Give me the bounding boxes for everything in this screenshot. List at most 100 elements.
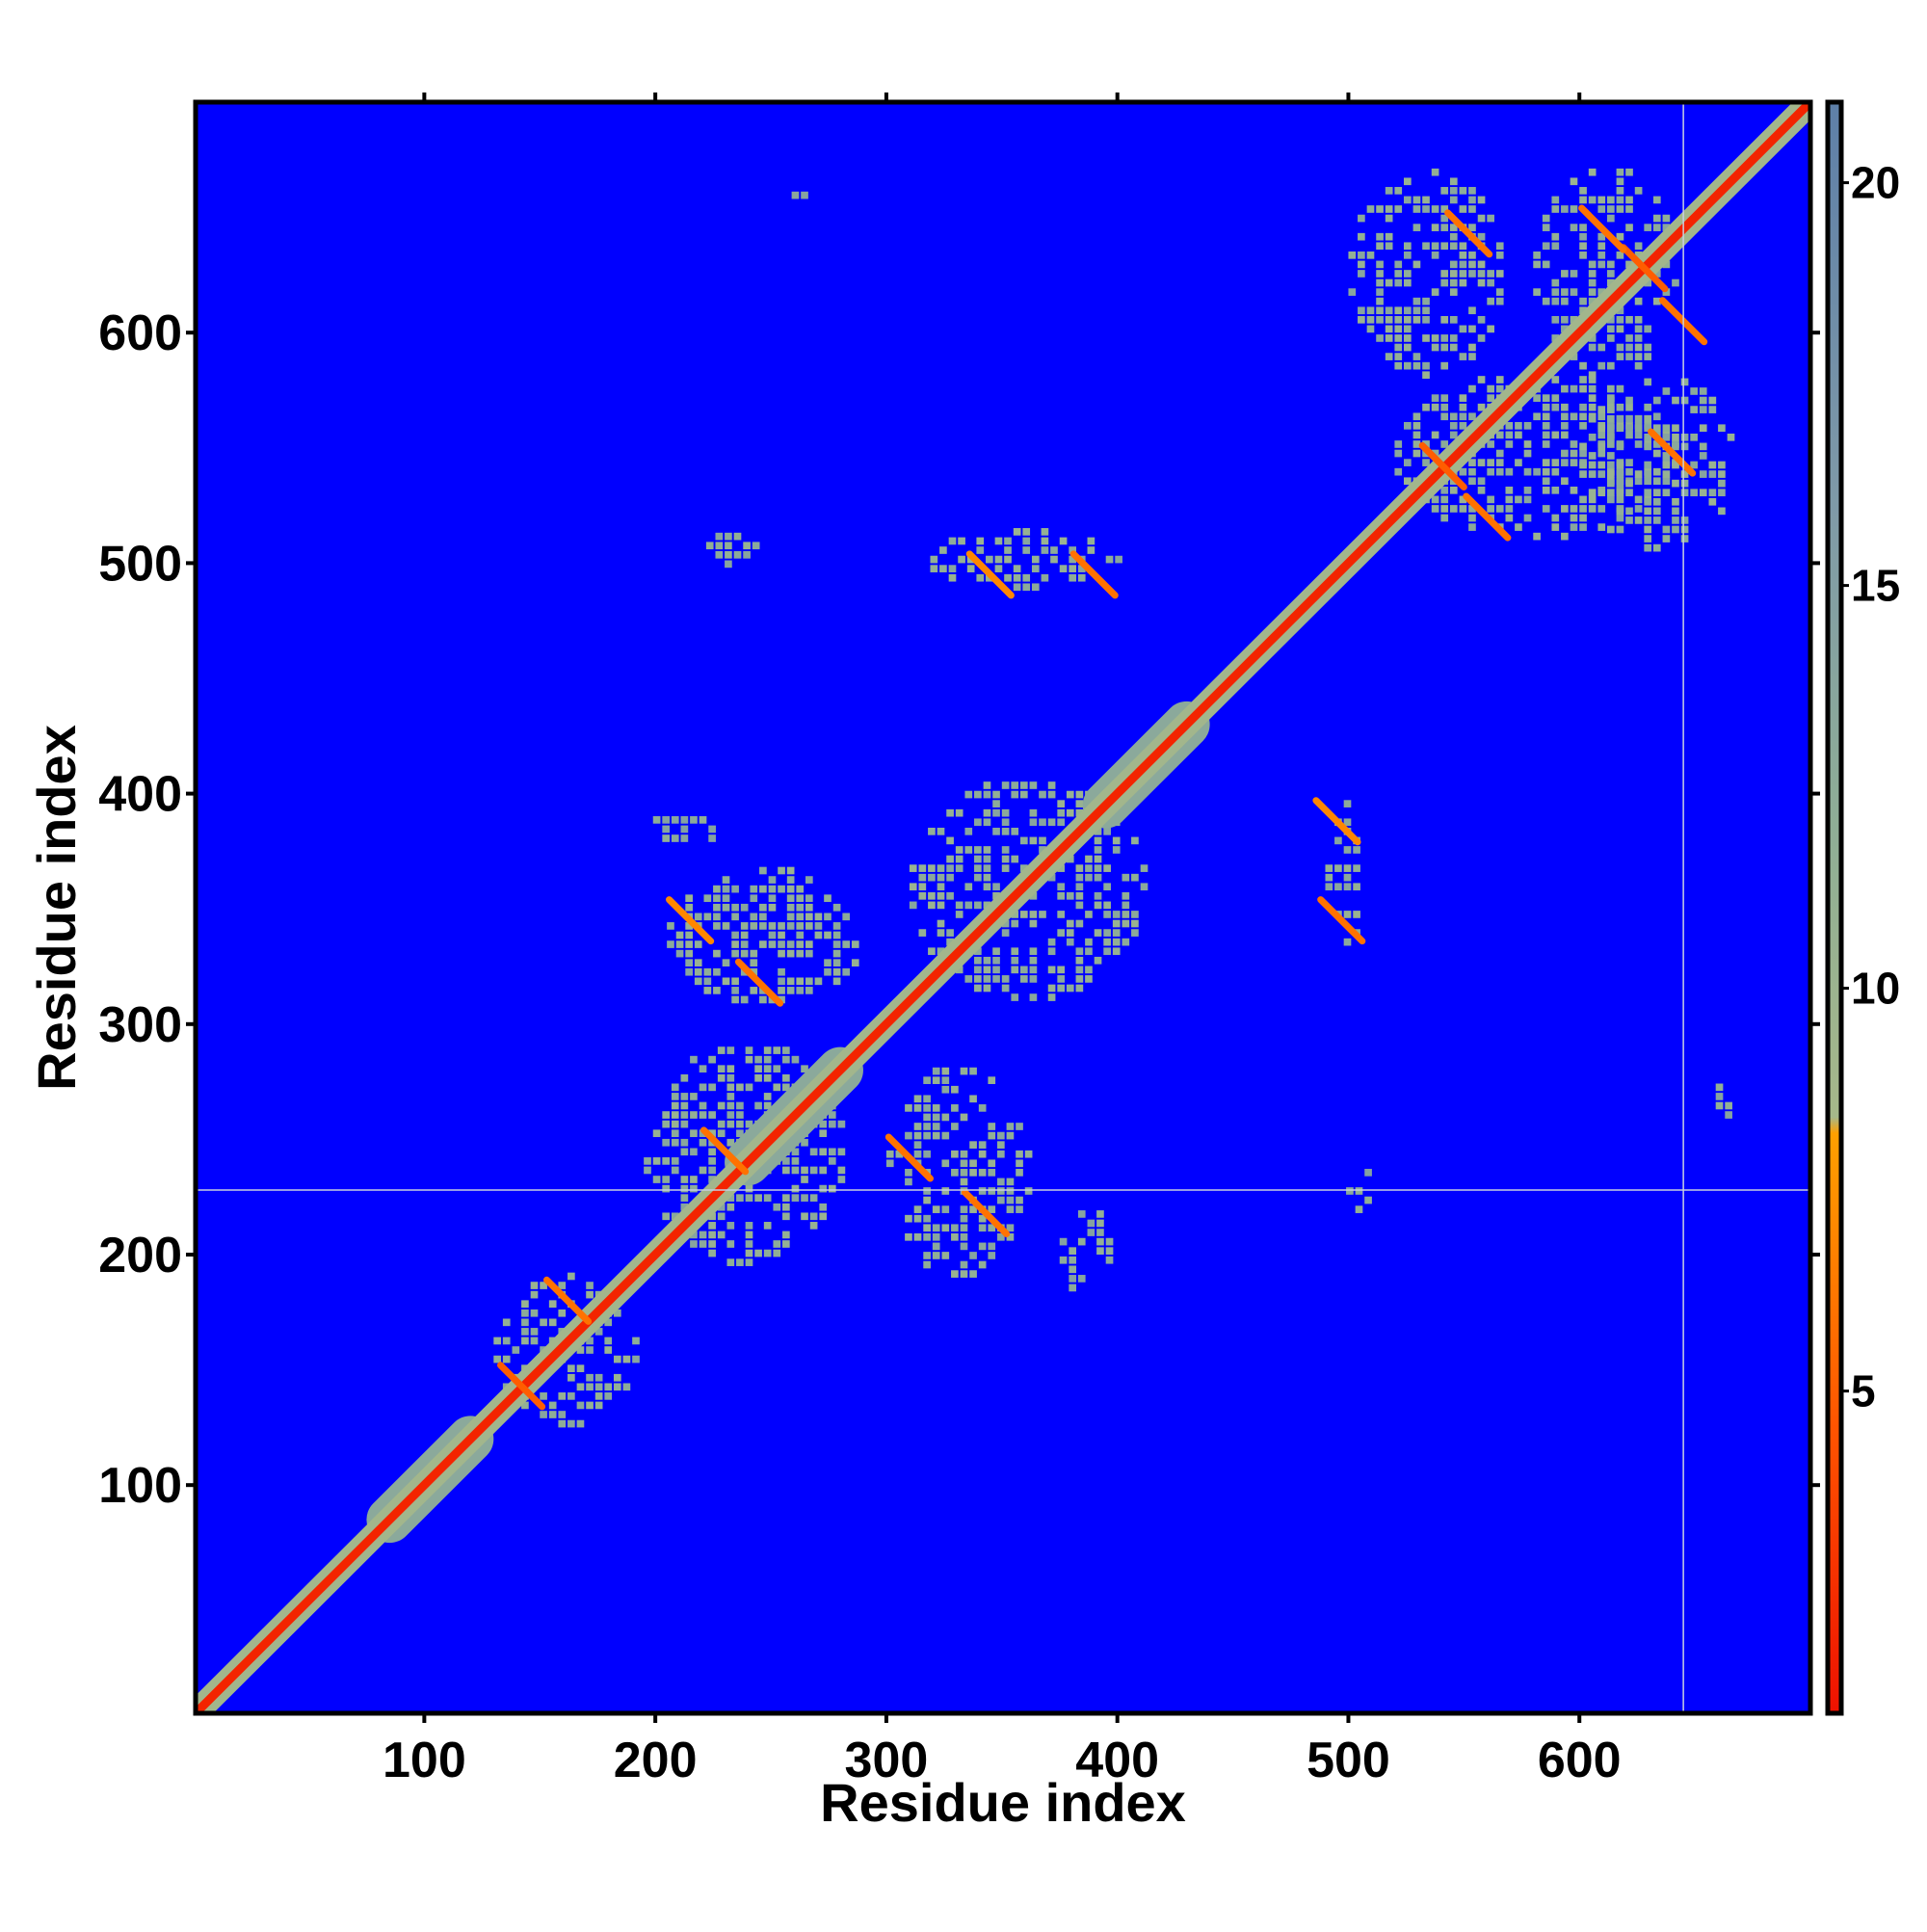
- contact-cell: [708, 1111, 716, 1119]
- contact-cell: [586, 1290, 594, 1299]
- contact-cell: [932, 1224, 940, 1232]
- contact-cell: [1487, 495, 1494, 504]
- contact-cell: [1570, 459, 1578, 466]
- contact-cell: [1022, 573, 1031, 582]
- contact-cell: [1699, 452, 1707, 460]
- contact-cell: [1449, 232, 1458, 241]
- contact-cell: [1047, 984, 1056, 992]
- contact-cell: [1477, 232, 1486, 241]
- contact-cell: [1041, 528, 1049, 536]
- contact-cell: [958, 555, 965, 564]
- x-tick-label: 300: [845, 1733, 929, 1788]
- contact-cell: [1542, 242, 1550, 251]
- contact-cell: [923, 1131, 931, 1140]
- contact-cell: [1662, 224, 1671, 231]
- contact-cell: [1431, 343, 1439, 352]
- contact-cell: [1004, 537, 1012, 545]
- contact-cell: [974, 947, 982, 956]
- contact-cell: [731, 977, 739, 986]
- contact-cell: [1570, 384, 1578, 393]
- contact-cell: [502, 1318, 511, 1327]
- contact-cell: [708, 1176, 716, 1183]
- contact-cell: [1431, 431, 1439, 439]
- contact-cell: [1561, 384, 1569, 393]
- contact-cell: [1644, 461, 1652, 469]
- contact-cell: [1404, 422, 1412, 430]
- contact-cell: [814, 977, 823, 986]
- contact-cell: [1105, 555, 1114, 564]
- contact-cell: [680, 1194, 689, 1202]
- contact-cell: [1551, 514, 1560, 522]
- contact-cell: [937, 873, 945, 882]
- contact-cell: [1597, 505, 1606, 513]
- contact-cell: [913, 1150, 922, 1158]
- contact-cell: [1477, 214, 1486, 223]
- contact-cell: [1131, 836, 1139, 845]
- contact-cell: [1075, 800, 1084, 807]
- contact-cell: [928, 827, 936, 835]
- contact-cell: [1085, 864, 1093, 872]
- contact-cell: [1468, 384, 1476, 393]
- contact-cell: [1579, 306, 1587, 315]
- contact-cell: [946, 855, 954, 863]
- heatmap-cells: [196, 102, 1810, 1713]
- contact-cell: [1459, 353, 1467, 360]
- contact-cell: [1004, 555, 1012, 564]
- contact-cell: [832, 959, 841, 967]
- contact-cell: [1718, 424, 1726, 433]
- contact-cell: [1394, 270, 1403, 278]
- contact-cell: [1085, 911, 1093, 918]
- contact-cell: [1325, 883, 1333, 891]
- contact-cell: [1103, 883, 1111, 891]
- contact-cell: [1006, 1131, 1015, 1140]
- contact-cell: [1588, 495, 1597, 504]
- contact-cell: [1011, 911, 1019, 918]
- contact-cell: [796, 931, 805, 940]
- contact-cell: [754, 1194, 762, 1202]
- contact-cell: [1625, 431, 1633, 439]
- contact-cell: [576, 1383, 585, 1391]
- contact-cell: [731, 903, 739, 912]
- contact-cell: [801, 1212, 808, 1221]
- contact-cell: [576, 1401, 585, 1410]
- contact-cell: [951, 1123, 959, 1130]
- contact-cell: [1515, 422, 1522, 430]
- contact-cell: [1385, 205, 1393, 213]
- contact-cell: [675, 940, 684, 948]
- contact-cell: [1404, 242, 1412, 251]
- contact-cell: [1001, 781, 1010, 789]
- contact-cell: [1394, 325, 1403, 333]
- contact-cell: [974, 873, 982, 882]
- contact-cell: [1029, 919, 1038, 928]
- contact-cell: [1477, 260, 1486, 269]
- contact-cell: [1662, 387, 1671, 395]
- contact-hotspot: [666, 896, 715, 945]
- contact-cell: [1542, 260, 1550, 269]
- contact-cell: [983, 966, 991, 974]
- contact-cell: [1085, 938, 1093, 946]
- contact-cell: [1077, 1210, 1086, 1218]
- contact-cell: [782, 1046, 790, 1054]
- contact-cell: [974, 956, 982, 965]
- contact-cell: [1597, 205, 1606, 213]
- contact-cell: [960, 1242, 968, 1251]
- contact-cell: [1634, 440, 1643, 448]
- contact-cell: [1087, 537, 1095, 545]
- contact-cell: [1634, 424, 1643, 433]
- contact-cell: [1077, 1275, 1086, 1283]
- contact-cell: [1422, 361, 1430, 370]
- contact-cell: [548, 1300, 557, 1309]
- contact-cell: [992, 808, 1000, 817]
- contact-cell: [992, 790, 1000, 799]
- contact-cell: [1019, 781, 1028, 789]
- contact-cell: [930, 555, 938, 564]
- contact-cell: [1029, 956, 1038, 965]
- contact-cell: [1579, 361, 1587, 370]
- contact-cell: [1394, 260, 1403, 269]
- contact-cell: [736, 1258, 744, 1266]
- contact-cell: [1057, 966, 1066, 974]
- contact-cell: [837, 1166, 846, 1175]
- contact-cell: [909, 901, 917, 910]
- contact-cell: [1715, 1101, 1724, 1110]
- contact-cell: [722, 959, 730, 967]
